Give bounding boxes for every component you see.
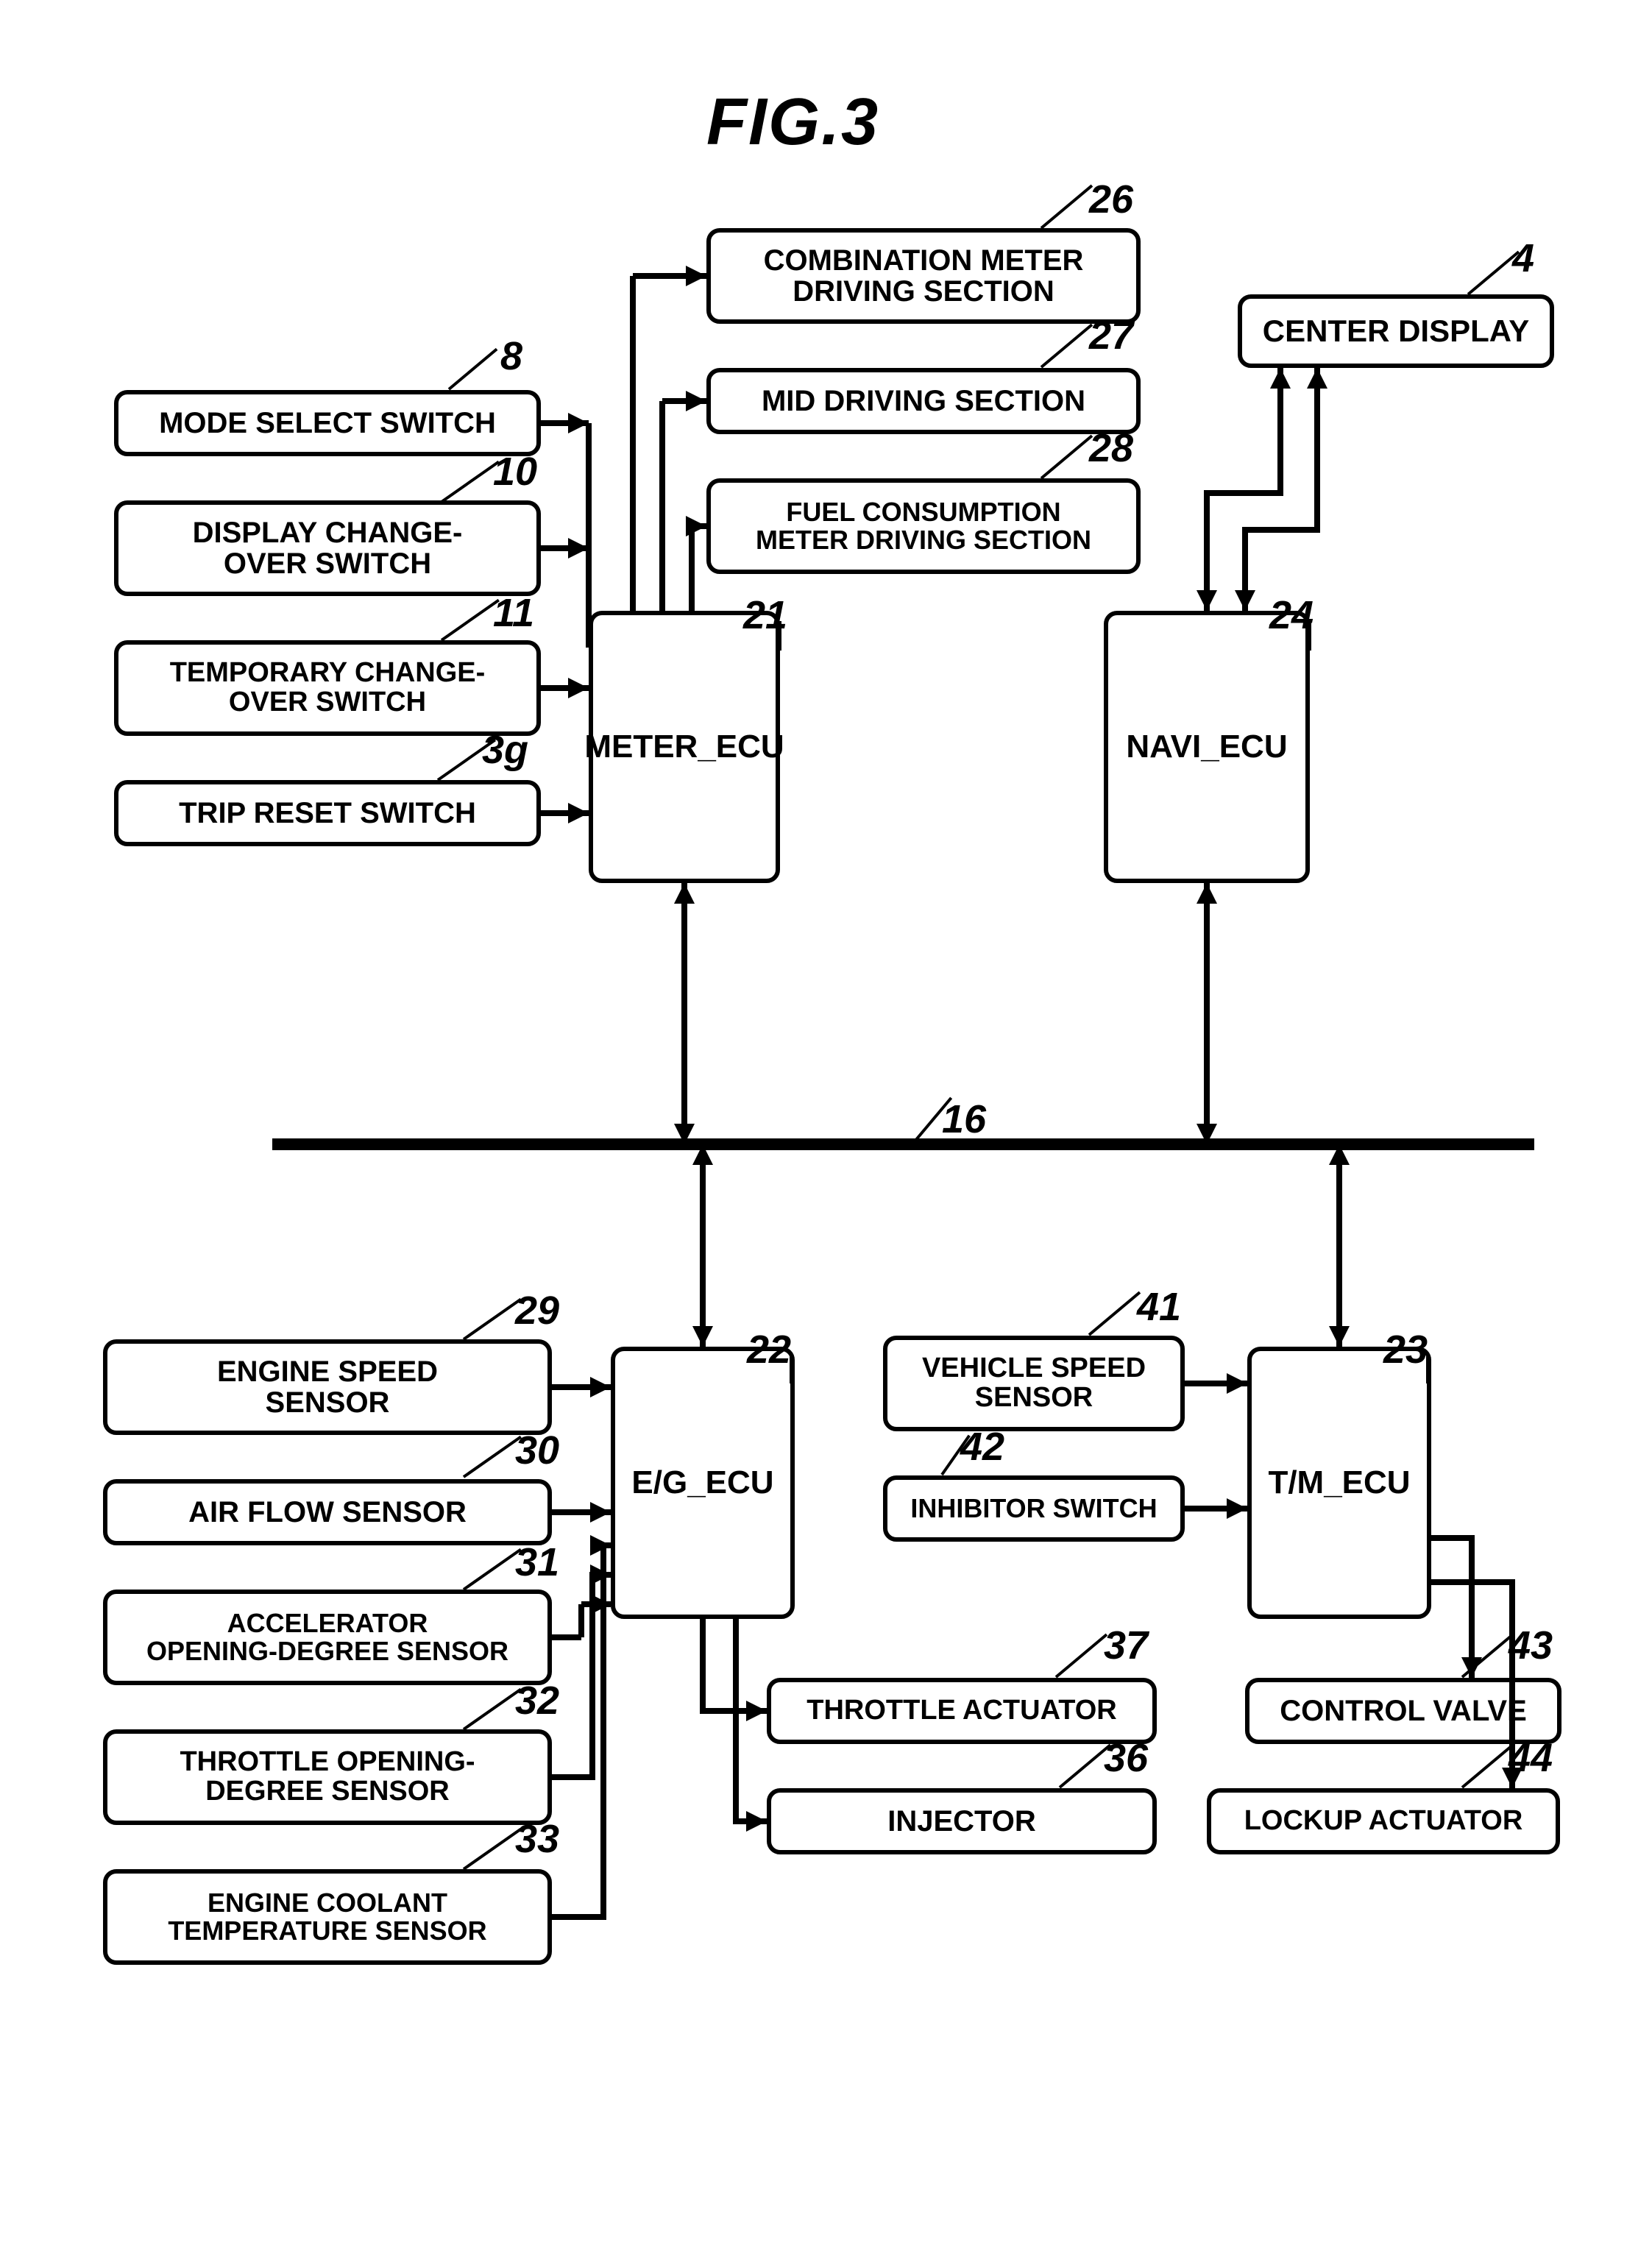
lockup-box: LOCKUP ACTUATOR xyxy=(1207,1788,1560,1854)
ref-29: 29 xyxy=(515,1288,559,1333)
ref-31: 31 xyxy=(515,1539,559,1585)
ref-26: 26 xyxy=(1089,177,1133,222)
ref-33: 33 xyxy=(515,1816,559,1862)
ref-42: 42 xyxy=(960,1424,1004,1470)
temp-change-box: TEMPORARY CHANGE- OVER SWITCH xyxy=(114,640,541,736)
ctrl-valve-box: CONTROL VALVE xyxy=(1245,1678,1561,1744)
ref-8: 8 xyxy=(500,333,522,379)
veh-speed-box: VEHICLE SPEED SENSOR xyxy=(883,1336,1185,1431)
ref-28: 28 xyxy=(1089,425,1133,471)
mode-select-box: MODE SELECT SWITCH xyxy=(114,390,541,456)
ref-24: 24 xyxy=(1269,592,1314,638)
ref-36: 36 xyxy=(1104,1735,1148,1781)
accel-box: ACCELERATOR OPENING-DEGREE SENSOR xyxy=(103,1590,552,1685)
ref-3g: 3g xyxy=(482,727,528,773)
meter-ecu-box: METER_ECU xyxy=(589,611,780,883)
display-change-box: DISPLAY CHANGE- OVER SWITCH xyxy=(114,500,541,596)
figure-title: FIG.3 xyxy=(706,85,879,160)
ref-30: 30 xyxy=(515,1428,559,1473)
ref-44: 44 xyxy=(1509,1735,1553,1781)
coolant-box: ENGINE COOLANT TEMPERATURE SENSOR xyxy=(103,1869,552,1965)
injector-box: INJECTOR xyxy=(767,1788,1157,1854)
ref-22: 22 xyxy=(747,1327,791,1372)
ref-11: 11 xyxy=(493,590,534,636)
ref-41: 41 xyxy=(1137,1284,1181,1330)
ref-27: 27 xyxy=(1089,313,1133,358)
ref-23: 23 xyxy=(1383,1327,1428,1372)
ref-10: 10 xyxy=(493,449,537,495)
trip-reset-box: TRIP RESET SWITCH xyxy=(114,780,541,846)
eg-ecu-box: E/G_ECU xyxy=(611,1347,795,1619)
combination-meter-box: COMBINATION METER DRIVING SECTION xyxy=(706,228,1141,324)
inhibitor-box: INHIBITOR SWITCH xyxy=(883,1475,1185,1542)
ref-32: 32 xyxy=(515,1678,559,1723)
throttle-act-box: THROTTLE ACTUATOR xyxy=(767,1678,1157,1744)
ref-37: 37 xyxy=(1104,1623,1148,1668)
navi-ecu-box: NAVI_ECU xyxy=(1104,611,1310,883)
ref-43: 43 xyxy=(1509,1623,1553,1668)
fuel-meter-box: FUEL CONSUMPTION METER DRIVING SECTION xyxy=(706,478,1141,574)
ref-4: 4 xyxy=(1512,235,1534,281)
mid-driving-box: MID DRIVING SECTION xyxy=(706,368,1141,434)
center-display-box: CENTER DISPLAY xyxy=(1238,294,1554,368)
tm-ecu-box: T/M_ECU xyxy=(1247,1347,1431,1619)
air-flow-box: AIR FLOW SENSOR xyxy=(103,1479,552,1545)
throttle-open-box: THROTTLE OPENING- DEGREE SENSOR xyxy=(103,1729,552,1825)
engine-speed-box: ENGINE SPEED SENSOR xyxy=(103,1339,552,1435)
